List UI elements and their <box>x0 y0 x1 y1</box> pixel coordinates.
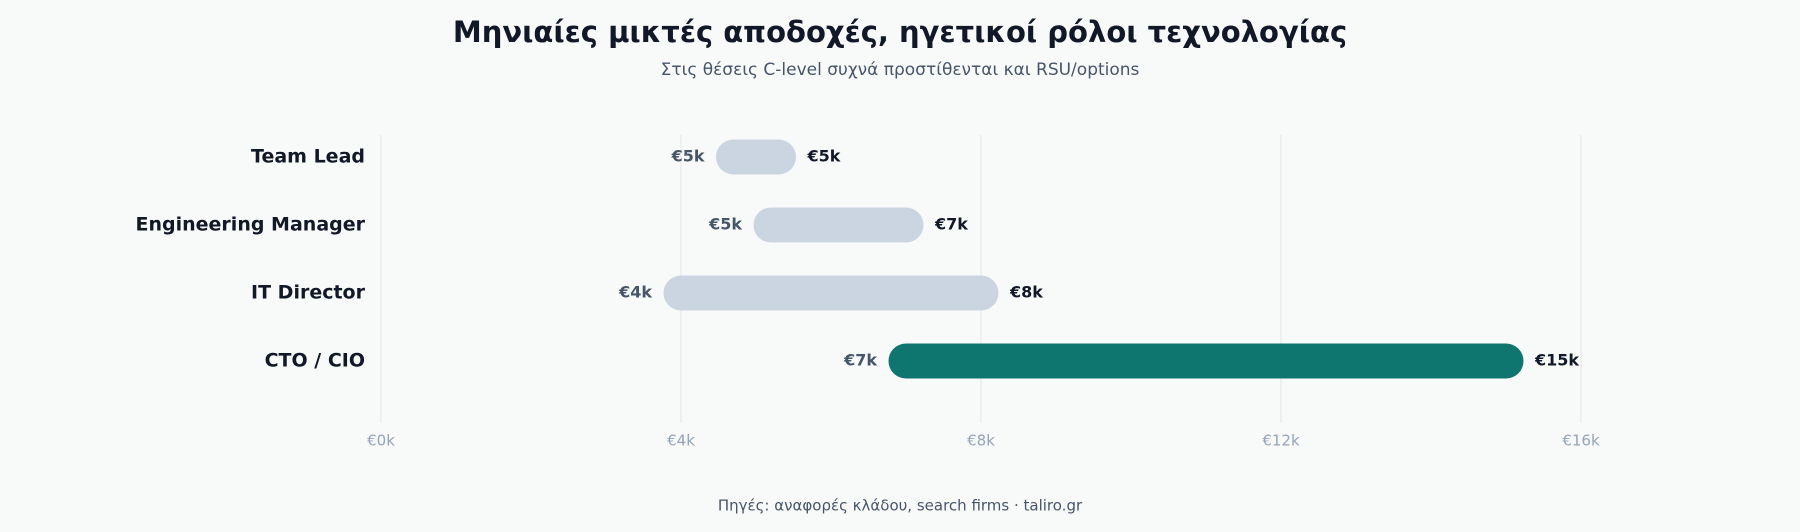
chart-subtitle: Στις θέσεις C-level συχνά προστίθενται κ… <box>661 60 1140 80</box>
category-label: Engineering Manager <box>136 214 366 236</box>
category-label: Team Lead <box>251 146 365 168</box>
low-label: €7k <box>843 351 877 370</box>
source-note: Πηγές: αναφορές κλάδου, search firms · t… <box>718 497 1083 515</box>
low-label: €5k <box>708 215 742 234</box>
x-tick-label: €8k <box>967 432 995 450</box>
x-tick-label: €12k <box>1262 432 1300 450</box>
low-label: €4k <box>618 283 652 302</box>
high-label: €7k <box>934 215 968 234</box>
category-label: CTO / CIO <box>265 350 365 372</box>
high-label: €15k <box>1534 351 1579 370</box>
low-label: €5k <box>671 147 705 166</box>
high-label: €5k <box>807 147 841 166</box>
x-tick-label: €16k <box>1562 432 1600 450</box>
high-label: €8k <box>1009 283 1043 302</box>
chart-title: Μηνιαίες μικτές αποδοχές, ηγετικοί ρόλοι… <box>453 15 1347 49</box>
category-label: IT Director <box>251 282 366 304</box>
x-tick-label: €4k <box>667 432 695 450</box>
x-tick-label: €0k <box>367 432 395 450</box>
